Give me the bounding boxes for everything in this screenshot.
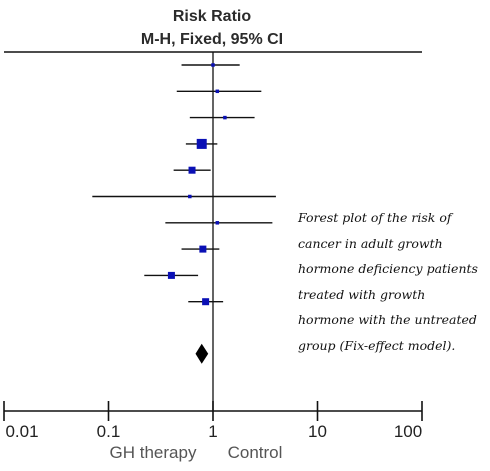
annotation-line: hormone deficiency patients — [298, 261, 478, 276]
annotation-line: cancer in adult growth — [298, 235, 443, 251]
study-point-estimate — [215, 221, 220, 225]
study-point-estimate — [211, 63, 215, 67]
annotation-line: group (Fix-effect model). — [298, 337, 456, 353]
x-axis-tick-label: 100 — [394, 422, 422, 441]
study-point-estimate — [196, 138, 207, 149]
x-axis-tick-label: 0.1 — [97, 422, 121, 441]
study-point-estimate — [215, 89, 220, 94]
pooled-estimate-diamond — [195, 343, 209, 364]
study-point-estimate — [167, 271, 175, 279]
study-point-estimate — [188, 194, 192, 199]
chart-title-line-2: M-H, Fixed, 95% CI — [141, 31, 283, 48]
favours-control-label: Control — [228, 443, 283, 462]
annotation-line: Forest plot of the risk of — [298, 210, 452, 225]
x-axis-tick-label: 10 — [308, 422, 327, 441]
study-point-estimate — [188, 166, 196, 174]
favours-gh-therapy-label: GH therapy — [110, 443, 197, 462]
x-axis-tick-label: 0.01 — [5, 422, 38, 441]
figure-annotation: Forest plot of the risk of cancer in adu… — [298, 205, 483, 358]
study-point-estimate — [202, 298, 210, 306]
annotation-line: treated with growth — [298, 286, 426, 302]
annotation-line: hormone with the untreated — [298, 312, 477, 327]
x-axis-tick-label: 1 — [208, 422, 217, 441]
study-point-estimate — [223, 115, 227, 120]
study-point-estimate — [199, 245, 207, 253]
chart-title-line-1: Risk Ratio — [173, 8, 251, 25]
